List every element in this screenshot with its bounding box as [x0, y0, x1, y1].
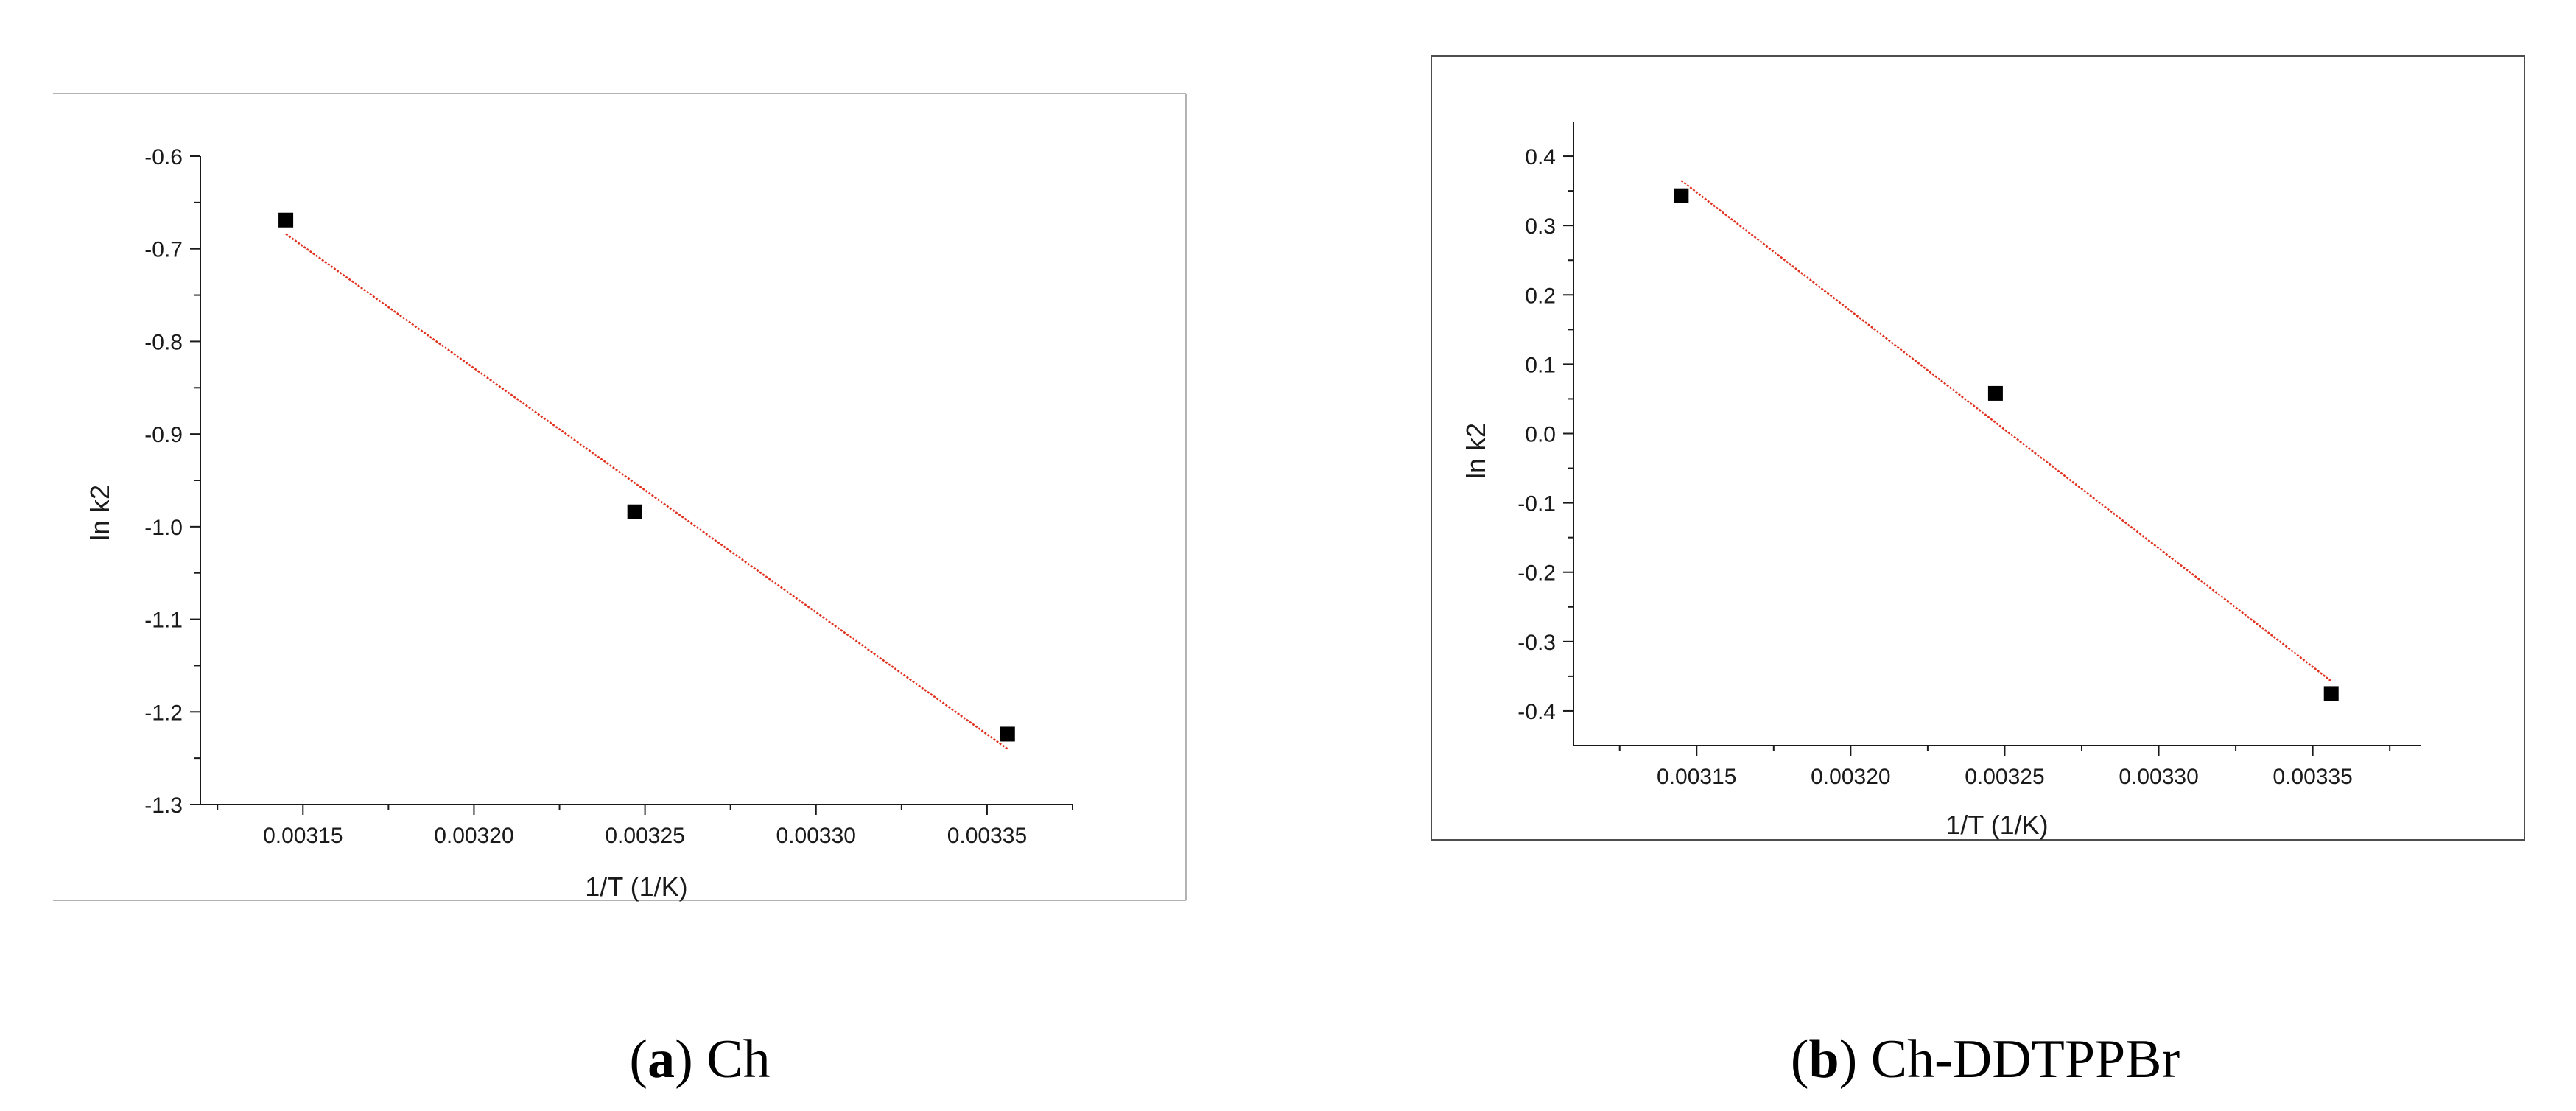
y-tick-label: 0.3 [1525, 214, 1556, 239]
y-tick-label: 0.1 [1525, 353, 1556, 377]
y-tick-label: -0.8 [144, 330, 183, 354]
x-axis-label-b: 1/T (1/K) [1945, 810, 2048, 840]
y-tick-label: 0.0 [1525, 423, 1556, 447]
data-point [1674, 188, 1689, 203]
y-tick-label: -0.7 [144, 238, 183, 262]
plot-area-a [278, 212, 1015, 750]
y-tick-label: 0.2 [1525, 284, 1556, 308]
caption-b-label: Ch-DDTPPBr [1871, 1029, 2180, 1090]
data-point [2323, 686, 2339, 701]
caption-b-letter: b [1808, 1029, 1839, 1090]
x-tick-label: 0.00330 [776, 824, 856, 848]
y-tick-label: -1.1 [144, 609, 183, 633]
data-point [1000, 726, 1015, 742]
plot-area-b [1674, 180, 2339, 701]
x-tick-label: 0.00335 [947, 824, 1027, 848]
y-tick-label: -1.0 [144, 516, 183, 540]
y-tick-label: -1.2 [144, 701, 183, 725]
caption-b: (b) Ch-DDTPPBr [1791, 1029, 2180, 1090]
x-tick-label: 0.00315 [263, 824, 343, 848]
y-tick-label: -0.4 [1517, 700, 1556, 724]
data-point [278, 212, 294, 228]
chart-panel-a: -0.6 -0.7 -0.8 -0.9 -1.0 -1.1 -1.2 -1.3 0.00315 0… [53, 93, 1187, 1090]
data-point [627, 504, 642, 519]
y-tick-label: -0.3 [1517, 631, 1556, 655]
fit-line [1680, 180, 2332, 682]
frame-b [1431, 55, 2525, 841]
y-axis-label-a: ln k2 [85, 485, 115, 541]
y-tick-label: -0.2 [1517, 561, 1556, 586]
axes-a: -0.6 -0.7 -0.8 -0.9 -1.0 -1.1 -1.2 -1.3 0.00315 0… [144, 145, 1073, 848]
y-tick-label: -0.9 [144, 423, 183, 447]
y-tick-label: 0.4 [1525, 145, 1556, 169]
x-tick-label: 0.00325 [605, 824, 684, 848]
y-tick-label: -0.6 [144, 145, 183, 169]
x-axis-label-a: 1/T (1/K) [585, 872, 687, 902]
x-tick-label: 0.00320 [1811, 765, 1890, 789]
x-tick-label: 0.00320 [434, 824, 513, 848]
y-axis-label-b: ln k2 [1461, 423, 1491, 479]
x-tick-label: 0.00315 [1657, 765, 1736, 789]
x-tick-label: 0.00330 [2119, 765, 2198, 789]
axes-b: 0.4 0.3 0.2 0.1 0.0 -0.1 -0.2 -0.3 -0.4 0.00315 0.… [1517, 122, 2421, 789]
chart-panel-b: 0.4 0.3 0.2 0.1 0.0 -0.1 -0.2 -0.3 -0.4 0.00315 0.… [1431, 55, 2525, 1090]
x-tick-label: 0.00325 [1965, 765, 2044, 789]
data-point [1987, 385, 2003, 401]
caption-a-letter: a [647, 1029, 675, 1090]
x-tick-label: 0.00335 [2273, 765, 2352, 789]
y-tick-label: -0.1 [1517, 492, 1556, 516]
y-tick-label: -1.3 [144, 793, 183, 818]
fit-line [285, 233, 1008, 750]
caption-a: (a) Ch [629, 1029, 770, 1090]
caption-a-label: Ch [706, 1029, 770, 1090]
